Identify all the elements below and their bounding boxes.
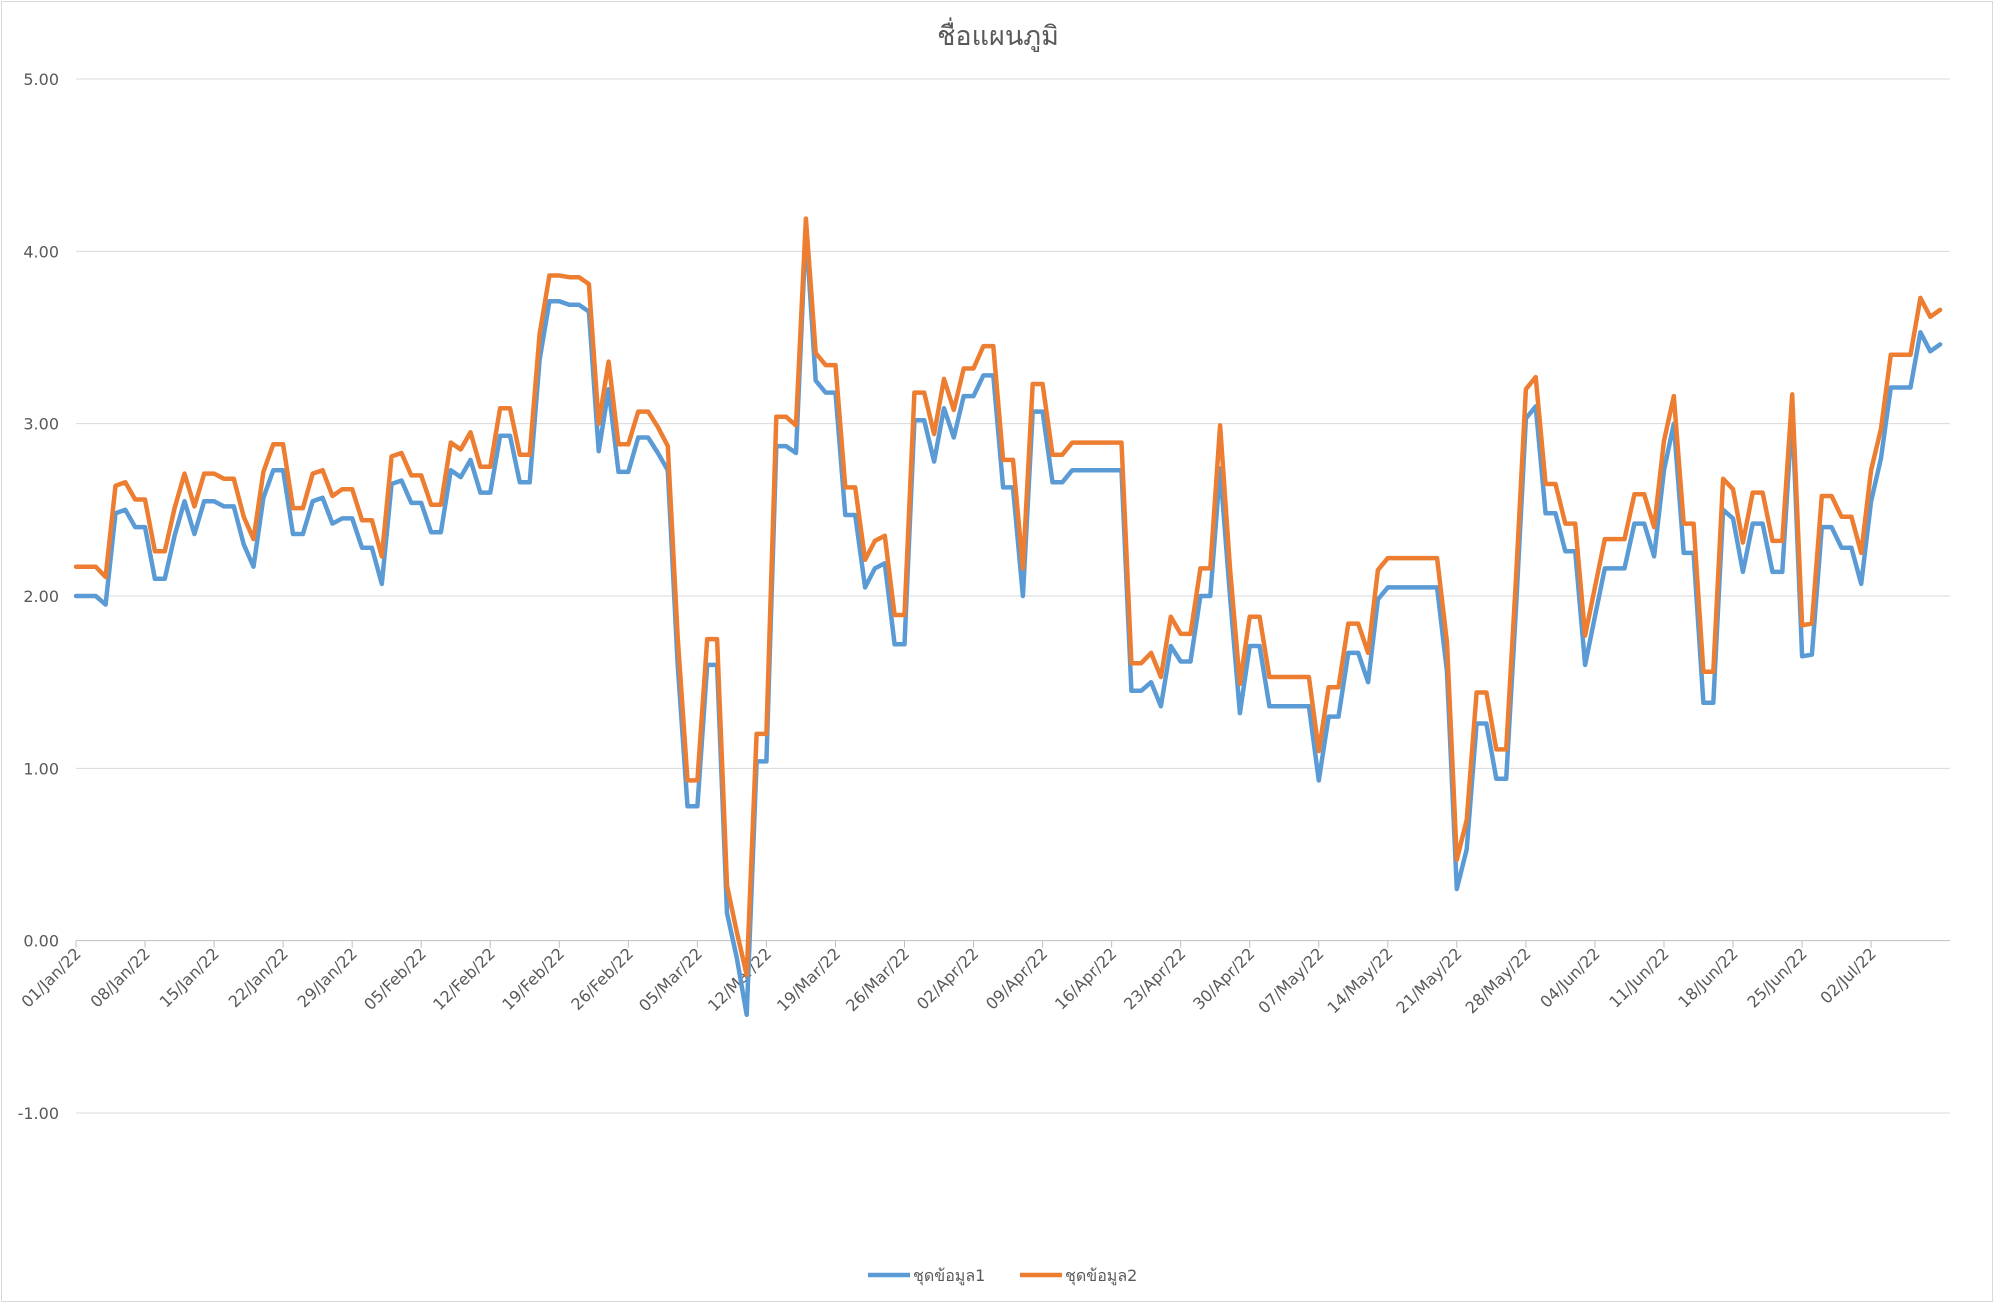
x-tick-label: 11/Jun/22 [1605,944,1673,1012]
x-tick-label: 30/Apr/22 [1189,944,1258,1013]
series-line-1 [73,226,1943,1018]
x-tick-label: 08/Jan/22 [87,944,154,1011]
gridlines [76,78,1950,1114]
x-tick-label: 02/Apr/22 [913,944,982,1013]
legend-label-2: ชุดข้อมูล2 [1065,1266,1137,1286]
y-tick-label: 2.00 [23,587,59,606]
x-tick-label: 07/May/22 [1254,944,1327,1017]
x-tick-label: 16/Apr/22 [1051,944,1120,1013]
legend-label-1: ชุดข้อมูล1 [913,1266,985,1286]
x-tick-label: 19/Feb/22 [498,944,568,1014]
x-tick-label: 22/Jan/22 [225,944,292,1011]
x-tick-label: 21/May/22 [1392,944,1465,1017]
x-tick-label: 14/May/22 [1323,944,1396,1017]
y-axis-ticks: -1.00 0.00 1.00 2.00 3.00 4.00 5.00 [18,70,59,1123]
y-tick-label: 0.00 [23,932,59,951]
x-tick-label: 29/Jan/22 [294,944,361,1011]
y-tick-label: 4.00 [23,242,59,261]
x-tick-label: 01/Jan/22 [18,944,85,1011]
series-lines [73,216,1943,1018]
x-tick-label: 12/Feb/22 [429,944,499,1014]
x-tick-label: 28/May/22 [1461,944,1534,1017]
x-tick-label: 15/Jan/22 [156,944,223,1011]
series-line-2 [73,216,1943,978]
x-axis [75,940,1872,948]
x-tick-label: 26/Feb/22 [567,944,637,1014]
x-tick-label: 26/Mar/22 [842,944,913,1015]
x-tick-label: 04/Jun/22 [1536,944,1604,1012]
x-axis-ticks: 01/Jan/22 08/Jan/22 15/Jan/22 22/Jan/22 29/J… [18,944,1880,1017]
y-tick-label: -1.00 [18,1104,59,1123]
x-tick-label: 25/Jun/22 [1743,944,1811,1012]
chart-title: ชื่อแผนภูมิ [937,17,1059,52]
x-tick-label: 09/Apr/22 [982,944,1051,1013]
legend: ชุดข้อมูล1 ชุดข้อมูล2 [868,1266,1137,1286]
x-tick-label: 05/Mar/22 [635,944,706,1015]
x-tick-label: 05/Feb/22 [360,944,430,1014]
y-tick-label: 5.00 [23,70,59,89]
x-tick-label: 02/Jul/22 [1816,944,1880,1008]
x-tick-label: 23/Apr/22 [1120,944,1189,1013]
y-tick-label: 3.00 [23,415,59,434]
x-tick-label: 18/Jun/22 [1674,944,1742,1012]
x-tick-label: 19/Mar/22 [773,944,844,1015]
y-tick-label: 1.00 [23,759,59,778]
